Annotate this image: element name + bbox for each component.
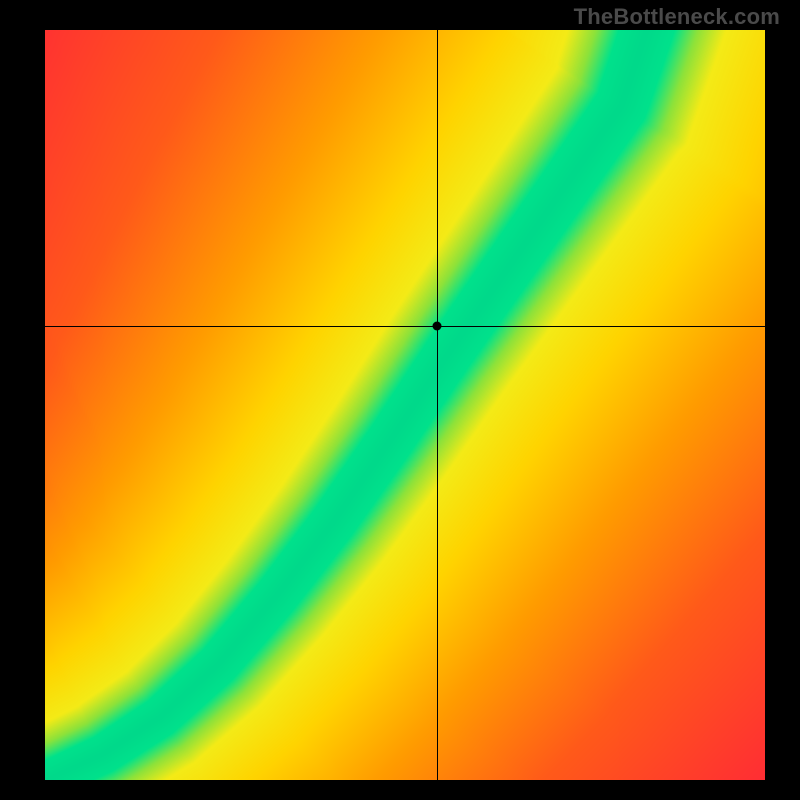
heatmap-plot: [45, 30, 765, 780]
watermark-text: TheBottleneck.com: [574, 4, 780, 30]
chart-container: TheBottleneck.com: [0, 0, 800, 800]
crosshair-horizontal: [45, 326, 765, 327]
heatmap-canvas: [45, 30, 765, 780]
crosshair-vertical: [437, 30, 438, 780]
crosshair-marker: [433, 322, 442, 331]
